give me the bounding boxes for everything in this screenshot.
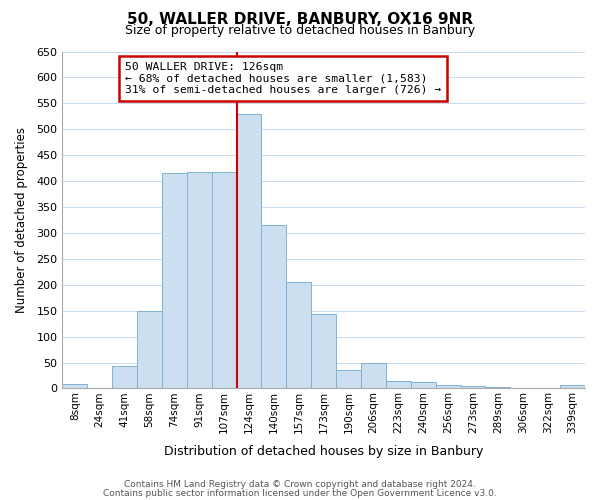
Bar — [236, 114, 262, 388]
Text: 50, WALLER DRIVE, BANBURY, OX16 9NR: 50, WALLER DRIVE, BANBURY, OX16 9NR — [127, 12, 473, 28]
Bar — [62, 384, 87, 388]
Bar — [461, 386, 485, 388]
Bar — [137, 310, 162, 388]
Bar — [262, 225, 286, 388]
Bar — [411, 382, 436, 388]
Text: Contains public sector information licensed under the Open Government Licence v3: Contains public sector information licen… — [103, 488, 497, 498]
Y-axis label: Number of detached properties: Number of detached properties — [15, 127, 28, 313]
Text: Contains HM Land Registry data © Crown copyright and database right 2024.: Contains HM Land Registry data © Crown c… — [124, 480, 476, 489]
Bar — [560, 385, 585, 388]
Text: Size of property relative to detached houses in Banbury: Size of property relative to detached ho… — [125, 24, 475, 37]
Bar — [212, 172, 236, 388]
Bar — [336, 370, 361, 388]
X-axis label: Distribution of detached houses by size in Banbury: Distribution of detached houses by size … — [164, 444, 484, 458]
Text: 50 WALLER DRIVE: 126sqm
← 68% of detached houses are smaller (1,583)
31% of semi: 50 WALLER DRIVE: 126sqm ← 68% of detache… — [125, 62, 441, 95]
Bar — [286, 282, 311, 389]
Bar — [112, 366, 137, 388]
Bar — [187, 172, 212, 388]
Bar — [162, 174, 187, 388]
Bar — [361, 362, 386, 388]
Bar — [436, 385, 461, 388]
Bar — [311, 314, 336, 388]
Bar — [386, 380, 411, 388]
